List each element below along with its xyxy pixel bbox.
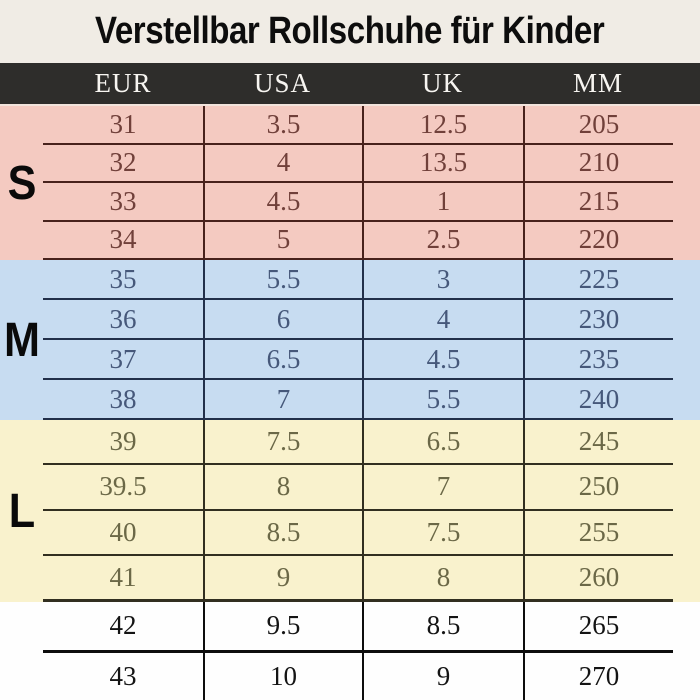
column-header-usa: USA xyxy=(253,68,311,98)
cell-mm: 215 xyxy=(523,183,673,220)
page-title: Verstellbar Rollschuhe für Kinder xyxy=(95,10,605,52)
cell-mm: 245 xyxy=(523,420,673,464)
cell-usa: 4 xyxy=(203,144,362,181)
column-header-eur: EUR xyxy=(94,68,152,98)
table-row: 33 4.5 1 215 xyxy=(43,183,673,222)
cell-uk: 7.5 xyxy=(362,510,523,554)
group-label-l: L xyxy=(8,484,36,538)
table-row: 41 9 8 260 xyxy=(43,555,673,602)
cell-eur: 39 xyxy=(109,426,137,457)
cell-usa: 5 xyxy=(203,221,362,258)
group-label-s: S xyxy=(7,156,37,210)
cell-uk: 13.5 xyxy=(362,144,523,181)
cell-eur: 34 xyxy=(109,224,137,255)
size-group-plain: 42 9.5 8.5 265 43 10 9 270 xyxy=(0,602,700,700)
cell-eur: 31 xyxy=(109,108,137,139)
cell-mm: 250 xyxy=(523,465,673,509)
cell-usa: 9 xyxy=(203,555,362,599)
cell-mm: 260 xyxy=(523,555,673,599)
cell-eur: 35 xyxy=(109,263,137,294)
cell-uk: 8 xyxy=(362,555,523,599)
table-row: 43 10 9 270 xyxy=(43,652,673,700)
cell-mm: 205 xyxy=(523,106,673,143)
cell-uk: 4.5 xyxy=(362,340,523,378)
table-row: 32 4 13.5 210 xyxy=(43,144,673,183)
cell-eur: 43 xyxy=(109,660,137,691)
cell-uk: 3 xyxy=(362,260,523,298)
table-row: 39 7.5 6.5 245 xyxy=(43,420,673,466)
cell-mm: 225 xyxy=(523,260,673,298)
section-rows: 31 3.5 12.5 205 32 4 13.5 210 33 4.5 1 215 34 5 2.5 220 xyxy=(43,106,673,260)
size-group-m: M 35 5.5 3 225 36 6 4 230 37 6.5 4.5 235 38 7 5.5 240 xyxy=(0,260,700,420)
cell-usa: 5.5 xyxy=(203,260,362,298)
cell-usa: 9.5 xyxy=(203,602,362,650)
table-header: EUR USA UK MM xyxy=(0,63,700,106)
cell-usa: 10 xyxy=(203,652,362,700)
cell-usa: 6.5 xyxy=(203,340,362,378)
cell-mm: 255 xyxy=(523,510,673,554)
cell-mm: 220 xyxy=(523,221,673,258)
cell-usa: 7 xyxy=(203,380,362,418)
title-bar: Verstellbar Rollschuhe für Kinder xyxy=(0,0,700,63)
cell-uk: 1 xyxy=(362,183,523,220)
size-group-s: S 31 3.5 12.5 205 32 4 13.5 210 33 4.5 1 215 34 5 2.5 22… xyxy=(0,106,700,260)
table-body: S 31 3.5 12.5 205 32 4 13.5 210 33 4.5 1 215 34 5 2.5 22… xyxy=(0,106,700,700)
cell-usa: 3.5 xyxy=(203,106,362,143)
table-row: 42 9.5 8.5 265 xyxy=(43,602,673,653)
cell-mm: 270 xyxy=(523,652,673,700)
cell-uk: 4 xyxy=(362,300,523,338)
cell-uk: 7 xyxy=(362,465,523,509)
cell-usa: 8.5 xyxy=(203,510,362,554)
cell-eur: 36 xyxy=(109,303,137,334)
cell-mm: 265 xyxy=(523,602,673,650)
size-group-l: L 39 7.5 6.5 245 39.5 8 7 250 40 8.5 7.5 255 41 9 8 260 xyxy=(0,420,700,602)
cell-usa: 7.5 xyxy=(203,420,362,464)
column-header-uk: UK xyxy=(422,68,463,98)
cell-uk: 12.5 xyxy=(362,106,523,143)
cell-eur: 37 xyxy=(109,343,137,374)
cell-uk: 5.5 xyxy=(362,380,523,418)
table-row: 40 8.5 7.5 255 xyxy=(43,510,673,556)
cell-uk: 6.5 xyxy=(362,420,523,464)
cell-uk: 2.5 xyxy=(362,221,523,258)
cell-uk: 9 xyxy=(362,652,523,700)
cell-usa: 4.5 xyxy=(203,183,362,220)
table-row: 35 5.5 3 225 xyxy=(43,260,673,300)
cell-eur: 41 xyxy=(109,561,137,592)
cell-usa: 6 xyxy=(203,300,362,338)
table-row: 38 7 5.5 240 xyxy=(43,380,673,420)
cell-mm: 230 xyxy=(523,300,673,338)
table-row: 34 5 2.5 220 xyxy=(43,221,673,260)
cell-mm: 210 xyxy=(523,144,673,181)
table-row: 39.5 8 7 250 xyxy=(43,465,673,511)
cell-eur: 40 xyxy=(109,516,137,547)
table-header-grid: EUR USA UK MM xyxy=(43,63,673,104)
cell-eur: 42 xyxy=(109,610,137,641)
table-row: 36 6 4 230 xyxy=(43,300,673,340)
cell-eur: 33 xyxy=(109,185,137,216)
column-header-mm: MM xyxy=(572,68,623,98)
section-rows: 39 7.5 6.5 245 39.5 8 7 250 40 8.5 7.5 255 41 9 8 260 xyxy=(43,420,673,602)
cell-mm: 235 xyxy=(523,340,673,378)
cell-mm: 240 xyxy=(523,380,673,418)
group-label-m: M xyxy=(4,313,40,367)
table-row: 31 3.5 12.5 205 xyxy=(43,106,673,145)
cell-eur: 32 xyxy=(109,147,137,178)
cell-eur: 38 xyxy=(109,383,137,414)
cell-uk: 8.5 xyxy=(362,602,523,650)
cell-usa: 8 xyxy=(203,465,362,509)
section-rows: 42 9.5 8.5 265 43 10 9 270 xyxy=(43,602,673,700)
section-rows: 35 5.5 3 225 36 6 4 230 37 6.5 4.5 235 38 7 5.5 240 xyxy=(43,260,673,420)
table-row: 37 6.5 4.5 235 xyxy=(43,340,673,380)
cell-eur: 39.5 xyxy=(99,471,147,502)
